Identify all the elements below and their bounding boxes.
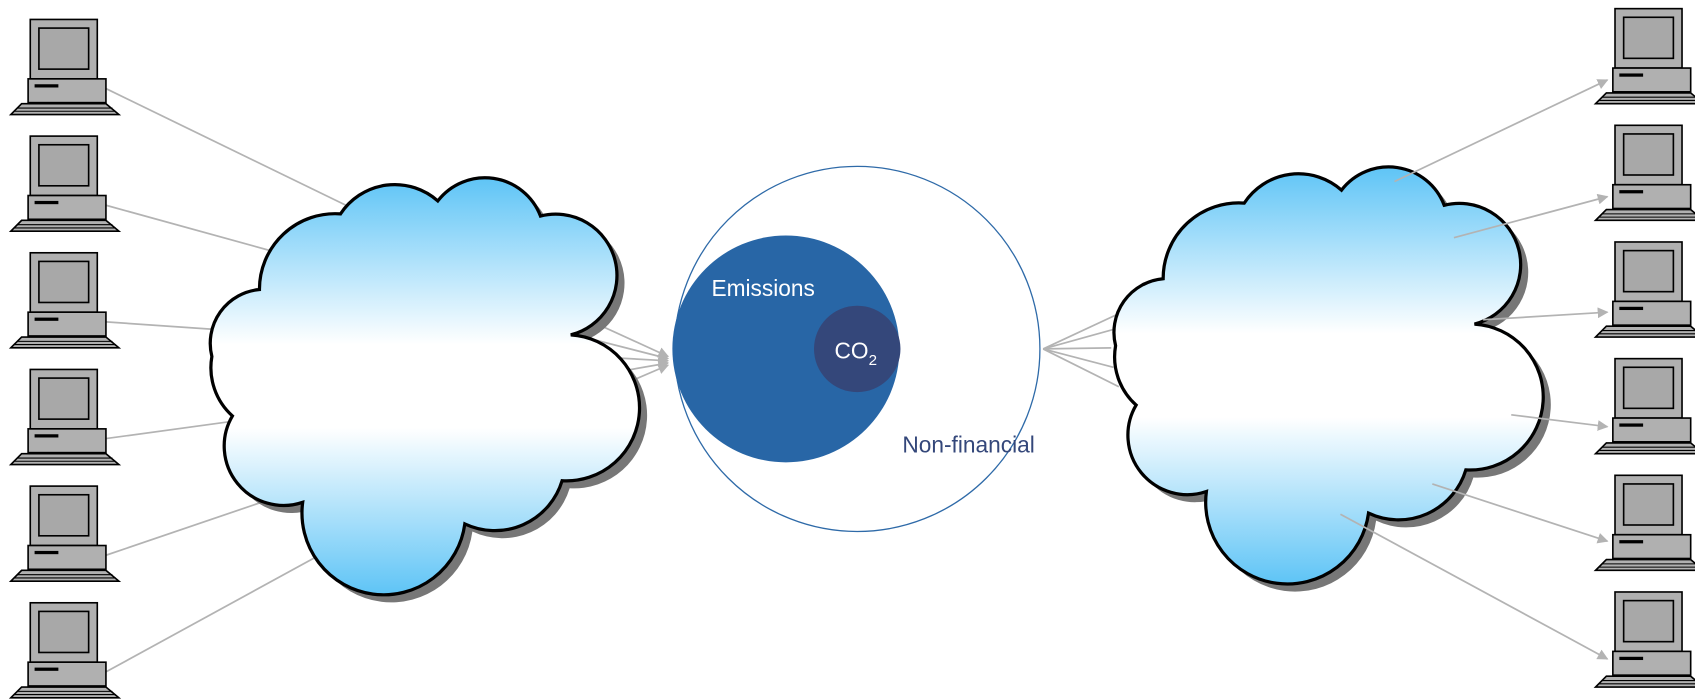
- emissions-label: Emissions: [711, 275, 814, 301]
- right-cloud: [1114, 167, 1551, 592]
- left-computers: [11, 19, 119, 697]
- center-out-links: [1043, 311, 1124, 387]
- diagram: Emissions CO2 Non-financial: [0, 0, 1695, 700]
- co2-main: CO: [835, 338, 869, 364]
- non-financial-label: Non-financial: [902, 432, 1034, 458]
- page: Emissions CO2 Non-financial (() => { con…: [0, 0, 1695, 700]
- venn: Emissions CO2 Non-financial: [672, 166, 1040, 531]
- co2-subscript: 2: [869, 352, 877, 369]
- left-cloud: [210, 178, 647, 603]
- right-computers: [1596, 9, 1695, 687]
